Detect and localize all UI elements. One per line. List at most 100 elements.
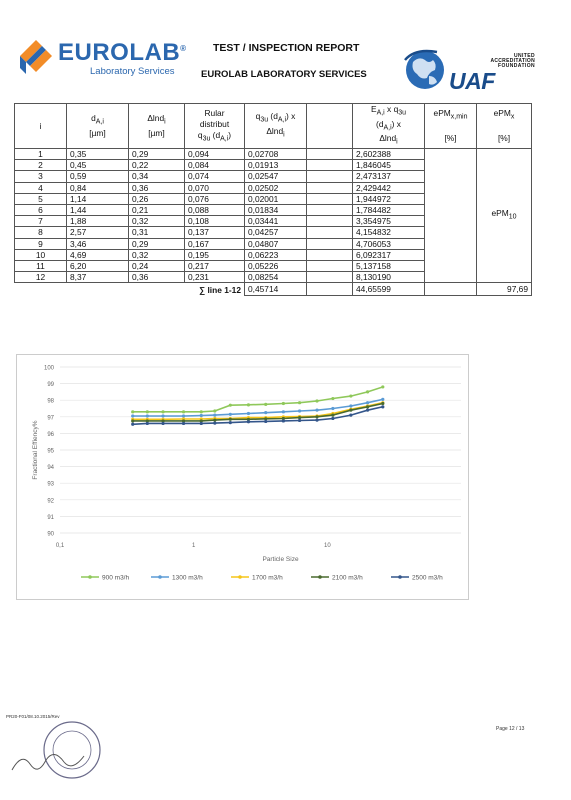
data-point <box>228 412 232 416</box>
row-q3u: 0,070 <box>184 181 245 194</box>
y-tick-label: 97 <box>47 415 54 421</box>
row-q3u-x-dlnd: 0,02547 <box>244 170 307 183</box>
row-d-ai: 1,44 <box>66 203 129 217</box>
data-point <box>246 420 251 424</box>
data-point <box>131 422 135 426</box>
row-index: 8 <box>14 226 67 239</box>
data-point <box>297 416 302 420</box>
data-point <box>131 419 135 423</box>
data-point <box>145 410 149 414</box>
row-ea-product: 1,846045 <box>352 159 425 172</box>
row-d-ai: 4,69 <box>66 248 129 261</box>
row-empty-cell <box>306 271 353 284</box>
row-empty-cell <box>306 159 353 172</box>
row-ea-product: 4,154832 <box>352 226 425 239</box>
data-point <box>228 403 232 407</box>
sum-row: ∑ line 1-12 0,45714 44,65599 97,69 <box>15 282 532 297</box>
row-dlnd: 0,24 <box>128 259 185 273</box>
row-index: 3 <box>14 170 67 183</box>
row-q3u: 0,231 <box>184 271 245 284</box>
eurolab-logo: EUROLAB® Laboratory Services <box>18 36 188 80</box>
sum-q3u-x-dlnd: 0,45714 <box>244 282 307 297</box>
data-point <box>264 411 268 415</box>
row-ea-product: 2,602388 <box>352 148 425 161</box>
table-row: 1 0,35 0,29 0,094 0,02708 2,602388 ePM10 <box>14 148 532 284</box>
sum-empty <box>306 282 353 297</box>
uaf-united-text: UNITED <box>513 53 535 59</box>
row-dlnd: 0,26 <box>128 192 185 205</box>
data-point <box>381 401 385 406</box>
epm-min-merged-cell <box>424 148 477 284</box>
row-empty-cell <box>306 215 353 228</box>
header-epm-x: ePMx [%] <box>476 102 532 150</box>
sum-blank: ∑ line 1-12 <box>185 283 245 296</box>
row-q3u-x-dlnd: 0,06223 <box>244 248 307 261</box>
row-index: 12 <box>14 271 67 284</box>
table-row: 2 0,45 0,22 0,084 0,01913 1,846045 <box>14 159 532 172</box>
legend-marker <box>318 575 322 579</box>
data-point <box>246 403 251 407</box>
row-index: 11 <box>14 259 67 273</box>
table-row: 4 0,84 0,36 0,070 0,02502 2,429442 <box>14 181 532 194</box>
row-dlnd: 0,29 <box>128 148 185 161</box>
y-tick-label: 92 <box>47 498 54 504</box>
row-q3u: 0,076 <box>184 192 245 205</box>
row-empty-cell <box>306 170 353 183</box>
table-row: 6 1,44 0,21 0,088 0,01834 1,784482 <box>14 203 532 217</box>
data-point <box>331 416 335 421</box>
uaf-accreditation-text: ACCREDITATION <box>490 58 535 64</box>
header-d: dA,i [µm] <box>66 102 129 150</box>
row-ea-product: 4,706053 <box>352 237 425 250</box>
data-point <box>213 421 217 425</box>
legend-marker <box>88 575 92 579</box>
row-empty-cell <box>306 259 353 273</box>
data-point <box>281 410 285 414</box>
row-d-ai: 3,46 <box>66 237 129 250</box>
row-index: 2 <box>14 159 67 172</box>
header-i: i <box>14 102 67 150</box>
row-ea-product: 1,784482 <box>352 203 425 217</box>
row-q3u: 0,074 <box>184 170 245 183</box>
data-point <box>264 417 268 421</box>
legend-marker <box>398 575 402 579</box>
data-point <box>281 416 285 421</box>
data-point <box>331 413 335 417</box>
data-point <box>145 414 149 418</box>
y-tick-label: 99 <box>47 382 54 388</box>
data-point <box>381 397 385 401</box>
y-tick-label: 91 <box>47 515 54 521</box>
data-point <box>331 396 335 401</box>
row-dlnd: 0,31 <box>128 226 185 239</box>
x-tick-label: 10 <box>324 543 331 549</box>
row-index: 9 <box>14 237 67 250</box>
y-tick-label: 94 <box>47 465 54 471</box>
epm10-label: ePM <box>491 208 509 219</box>
row-q3u: 0,217 <box>184 259 245 273</box>
data-point <box>161 414 165 418</box>
row-empty-cell <box>306 203 353 217</box>
data-point <box>365 408 370 412</box>
sum-blank <box>15 283 67 296</box>
table-row: 8 2,57 0,31 0,137 0,04257 4,154832 <box>14 226 532 239</box>
header-dlnd: Δlndi [µm] <box>128 102 185 150</box>
row-empty-cell <box>306 192 353 205</box>
row-d-ai: 0,59 <box>66 170 129 183</box>
header-empty <box>306 102 353 150</box>
header-rular-distribut: Rular distribut q3u (dA,i) <box>184 102 245 150</box>
globe-icon <box>404 49 444 89</box>
data-point <box>199 419 203 423</box>
data-point <box>349 413 353 417</box>
row-d-ai: 0,45 <box>66 159 129 172</box>
row-d-ai: 0,35 <box>66 148 129 161</box>
sum-ea-product: 44,65599 <box>352 282 425 297</box>
data-point <box>297 409 302 413</box>
row-q3u-x-dlnd: 0,05226 <box>244 259 307 273</box>
data-point <box>365 390 370 394</box>
row-ea-product: 3,354975 <box>352 215 425 228</box>
data-point <box>264 402 268 406</box>
row-q3u-x-dlnd: 0,01834 <box>244 203 307 217</box>
row-ea-product: 2,429442 <box>352 181 425 194</box>
data-point <box>264 419 268 424</box>
legend-label: 2500 m3/h <box>412 575 443 582</box>
data-point <box>161 421 165 426</box>
